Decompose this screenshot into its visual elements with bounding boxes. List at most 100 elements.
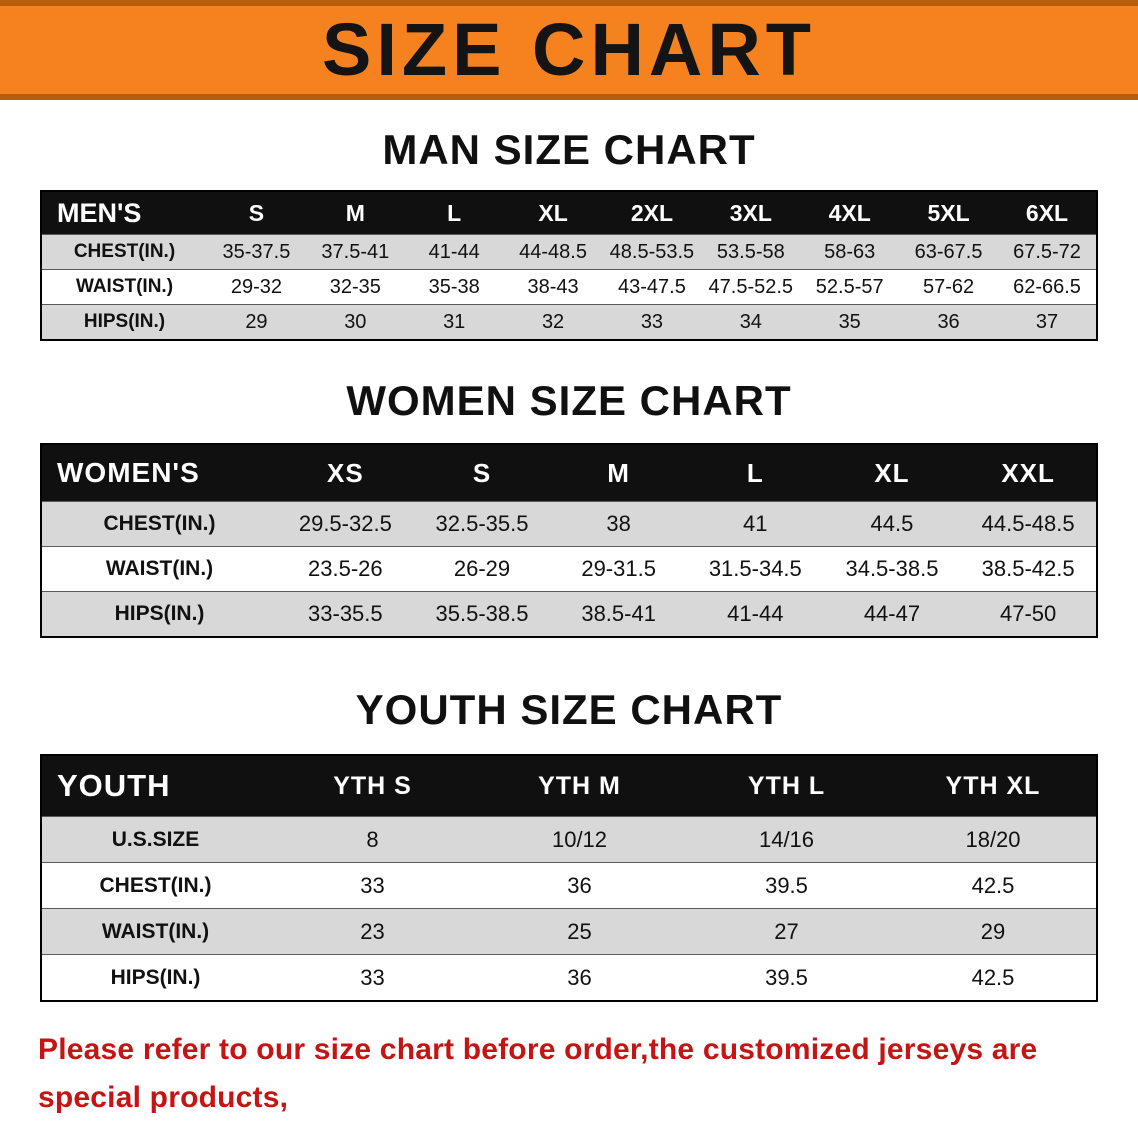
size-column-header: 4XL bbox=[800, 191, 900, 235]
table-header-row: MEN'S S M L XL 2XL 3XL 4XL 5XL 6XL bbox=[41, 191, 1097, 235]
table-row: CHEST(IN.) 33 36 39.5 42.5 bbox=[41, 862, 1097, 909]
size-cell: 29-31.5 bbox=[581, 556, 656, 581]
men-section-heading: MAN SIZE CHART bbox=[382, 126, 756, 173]
table-row: HIPS(IN.) 29 30 31 32 33 34 35 36 37 bbox=[41, 304, 1097, 340]
table-row: HIPS(IN.) 33-35.5 35.5-38.5 38.5-41 41-44 44-… bbox=[41, 591, 1097, 637]
size-cell: 35 bbox=[838, 310, 861, 333]
size-cell: 41-44 bbox=[428, 240, 480, 263]
women-size-table: WOMEN'S XS S M L XL XXL CHEST(IN.) 29.5-32.5 32.5… bbox=[40, 443, 1098, 638]
row-label: HIPS(IN.) bbox=[110, 965, 201, 989]
size-column-header: YTH XL bbox=[890, 755, 1097, 817]
size-cell: 44.5-48.5 bbox=[981, 511, 1075, 536]
size-column-header: L bbox=[686, 444, 824, 502]
size-cell: 36 bbox=[567, 964, 592, 990]
size-cell: 47.5-52.5 bbox=[708, 275, 794, 298]
size-cell: 44.5 bbox=[870, 511, 914, 536]
size-cell: 33-35.5 bbox=[308, 601, 383, 626]
size-cell: 33 bbox=[640, 310, 664, 333]
men-size-table: MEN'S S M L XL 2XL 3XL 4XL 5XL 6XL CHEST(IN.) 35-37… bbox=[40, 190, 1098, 341]
disclaimer-line-1: Please refer to our size chart before or… bbox=[38, 1033, 1038, 1114]
size-cell: 25 bbox=[567, 918, 592, 944]
table-header-row: WOMEN'S XS S M L XL XXL bbox=[41, 444, 1097, 502]
size-cell: 43-47.5 bbox=[618, 275, 686, 298]
size-cell: 39.5 bbox=[765, 964, 808, 990]
size-cell: 31.5-34.5 bbox=[708, 556, 802, 581]
size-column-header: S bbox=[207, 191, 306, 235]
size-cell: 27 bbox=[774, 918, 799, 944]
size-cell: 10/12 bbox=[551, 826, 608, 852]
size-cell: 36 bbox=[567, 872, 592, 898]
row-label: HIPS(IN.) bbox=[114, 602, 205, 625]
size-cell: 57-62 bbox=[922, 275, 975, 298]
row-label: U.S.SIZE bbox=[111, 827, 200, 851]
size-cell: 62-66.5 bbox=[1013, 275, 1081, 298]
youth-size-section: YOUTH SIZE CHART YOUTH YTH S YTH M YTH L YTH… bbox=[0, 638, 1138, 1002]
size-cell: 29-32 bbox=[230, 275, 283, 298]
size-cell: 38.5-42.5 bbox=[981, 556, 1075, 581]
size-column-header: YTH M bbox=[476, 755, 683, 817]
size-column-header: XXL bbox=[960, 444, 1097, 502]
size-cell: 23 bbox=[360, 918, 385, 944]
size-cell: 35-38 bbox=[428, 275, 480, 298]
women-size-section: WOMEN SIZE CHART WOMEN'S XS S M L XL XXL CHEST(… bbox=[0, 341, 1138, 638]
size-column-header: XS bbox=[277, 444, 414, 502]
row-label: CHEST(IN.) bbox=[99, 873, 212, 897]
table-row: CHEST(IN.) 29.5-32.5 32.5-35.5 38 41 44.5 44.5… bbox=[41, 501, 1097, 547]
youth-size-table: YOUTH YTH S YTH M YTH L YTH XL U.S.SIZE 8 10/12… bbox=[40, 754, 1098, 1002]
youth-section-heading: YOUTH SIZE CHART bbox=[355, 686, 783, 733]
table-row: WAIST(IN.) 29-32 32-35 35-38 38-43 43-47.5 47.… bbox=[41, 269, 1097, 305]
size-cell: 44-48.5 bbox=[519, 240, 587, 263]
size-column-header: L bbox=[404, 191, 504, 235]
size-cell: 33 bbox=[360, 872, 385, 898]
size-cell: 39.5 bbox=[765, 872, 808, 898]
size-chart-banner: SIZE CHART bbox=[0, 0, 1138, 100]
table-row: CHEST(IN.) 35-37.5 37.5-41 41-44 44-48.5 48.5… bbox=[41, 234, 1097, 270]
size-column-header: M bbox=[550, 444, 687, 502]
row-label: CHEST(IN.) bbox=[103, 512, 216, 535]
size-cell: 32-35 bbox=[329, 275, 381, 298]
size-cell: 8 bbox=[366, 826, 379, 852]
size-cell: 34 bbox=[739, 310, 762, 333]
size-cell: 30 bbox=[344, 310, 367, 333]
size-cell: 33 bbox=[360, 964, 385, 990]
women-section-heading: WOMEN SIZE CHART bbox=[346, 377, 792, 424]
size-column-header: XL bbox=[823, 444, 961, 502]
men-size-section: MAN SIZE CHART MEN'S S M L XL 2XL 3XL 4XL 5XL 6XL… bbox=[0, 100, 1138, 341]
table-row: WAIST(IN.) 23 25 27 29 bbox=[41, 908, 1097, 955]
size-cell: 35.5-38.5 bbox=[435, 601, 529, 626]
size-cell: 26-29 bbox=[453, 556, 511, 581]
size-cell: 31 bbox=[443, 310, 466, 333]
size-cell: 41-44 bbox=[727, 601, 784, 626]
size-column-header: XL bbox=[503, 191, 603, 235]
size-cell: 38.5-41 bbox=[581, 601, 656, 626]
size-cell: 53.5-58 bbox=[716, 240, 785, 263]
size-cell: 37 bbox=[1035, 310, 1059, 333]
table-row: WAIST(IN.) 23.5-26 26-29 29-31.5 31.5-34.5 34… bbox=[41, 546, 1097, 592]
size-cell: 23.5-26 bbox=[308, 556, 383, 581]
row-label: CHEST(IN.) bbox=[73, 241, 176, 262]
row-label: WAIST(IN.) bbox=[105, 557, 214, 580]
size-column-header: 2XL bbox=[602, 191, 702, 235]
size-cell: 14/16 bbox=[758, 826, 815, 852]
size-cell: 38-43 bbox=[527, 275, 579, 298]
size-column-header: S bbox=[413, 444, 551, 502]
table-row: U.S.SIZE 8 10/12 14/16 18/20 bbox=[41, 816, 1097, 863]
size-cell: 42.5 bbox=[971, 872, 1015, 898]
row-label: WAIST(IN.) bbox=[101, 919, 210, 943]
size-cell: 41 bbox=[743, 511, 768, 536]
size-cell: 29 bbox=[980, 918, 1006, 944]
disclaimer-line-2: we don't accept cancel, change, teturn o… bbox=[38, 1129, 1038, 1132]
size-cell: 47-50 bbox=[1000, 601, 1057, 626]
size-cell: 38 bbox=[606, 511, 631, 536]
disclaimer-text: Please refer to our size chart before or… bbox=[38, 1026, 1108, 1132]
size-column-header: 3XL bbox=[701, 191, 801, 235]
table-title: WOMEN'S bbox=[41, 444, 277, 502]
banner-title: SIZE CHART bbox=[322, 8, 816, 91]
size-column-header: 6XL bbox=[998, 191, 1097, 235]
size-cell: 29 bbox=[245, 310, 268, 333]
size-cell: 34.5-38.5 bbox=[845, 556, 939, 581]
size-cell: 32.5-35.5 bbox=[435, 511, 529, 536]
size-cell: 44-47 bbox=[863, 601, 921, 626]
table-header-row: YOUTH YTH S YTH M YTH L YTH XL bbox=[41, 755, 1097, 817]
